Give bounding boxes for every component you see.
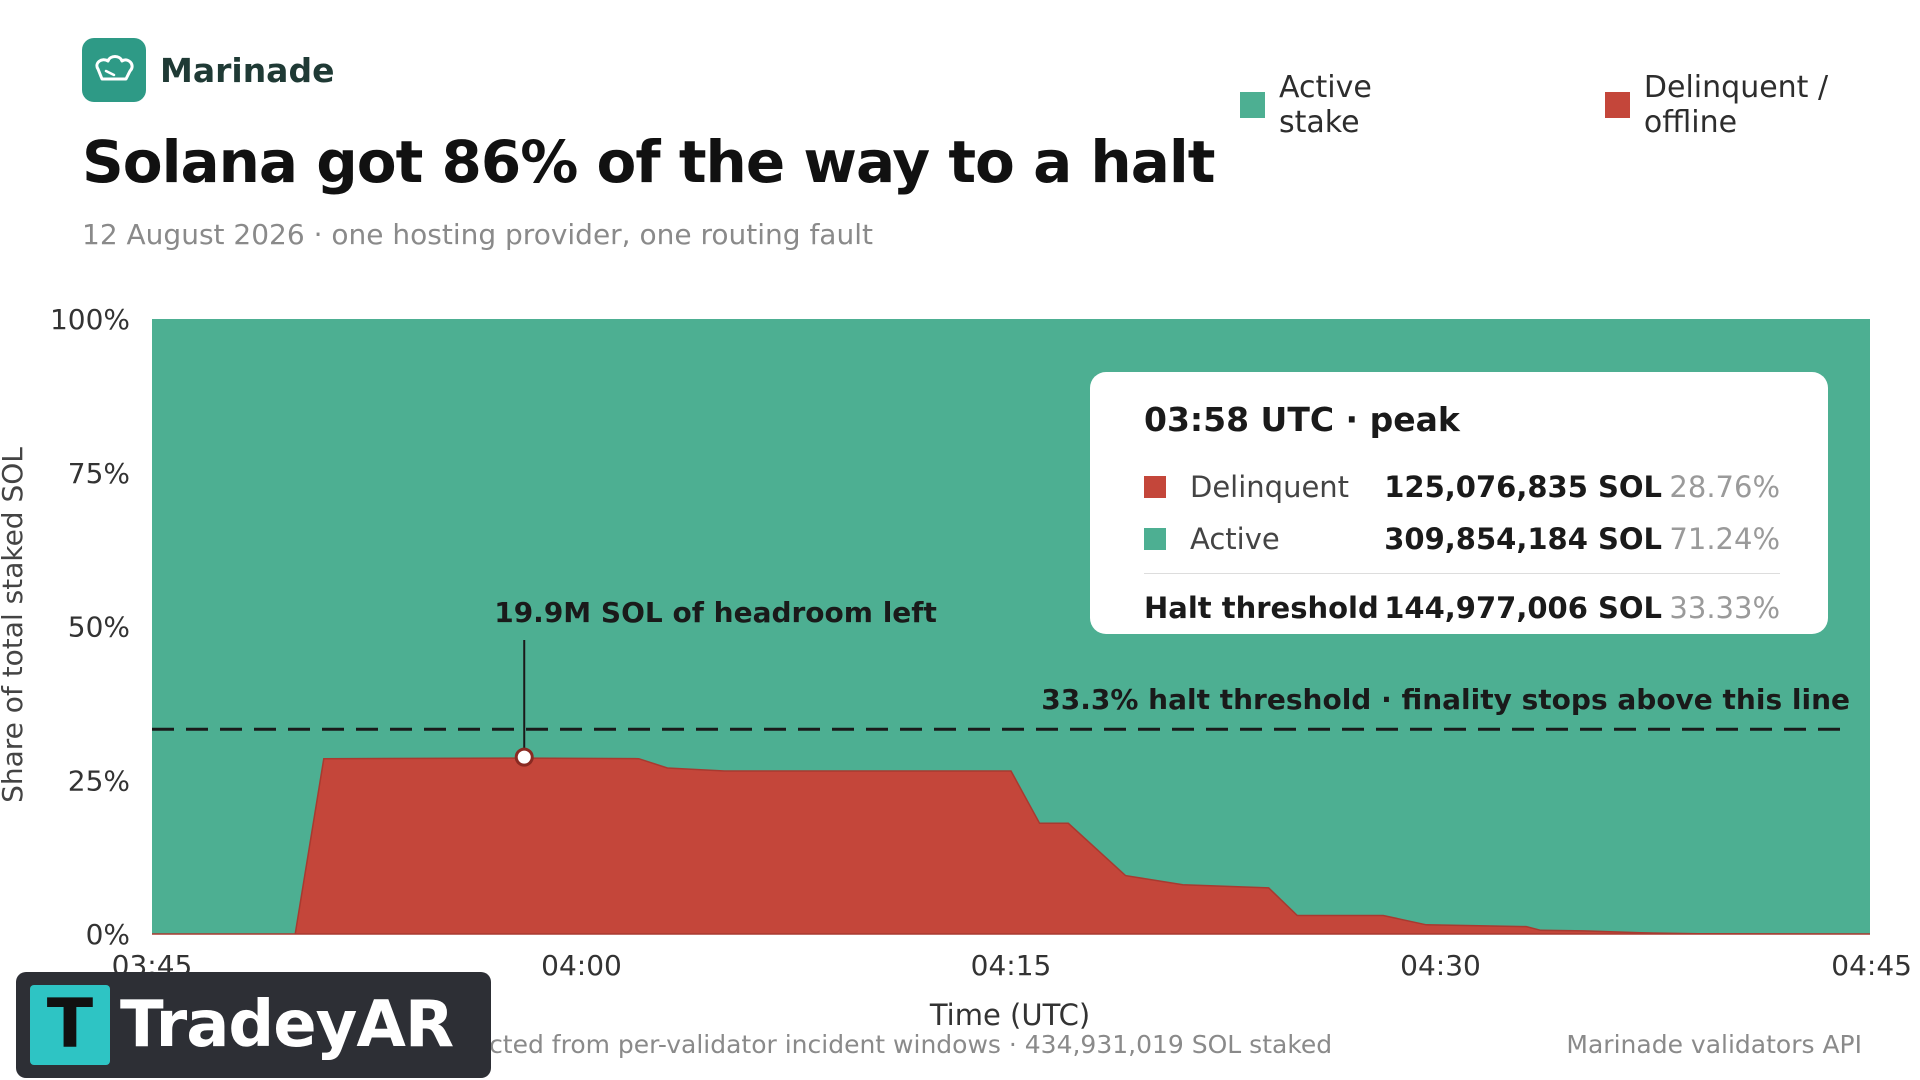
legend-label-active: Active stake <box>1279 70 1372 140</box>
tooltip-divider <box>1144 573 1780 574</box>
annotation-label: 19.9M SOL of headroom left <box>494 596 937 629</box>
tooltip-row-active: Active 309,854,184 SOL 71.24% <box>1144 513 1780 565</box>
brand-name: Marinade <box>160 50 335 90</box>
tooltip-pct: 71.24% <box>1669 522 1780 556</box>
y-tick-label: 50% <box>68 611 130 644</box>
tooltip-label: Halt threshold <box>1144 591 1379 625</box>
tooltip-pct: 33.33% <box>1669 591 1780 625</box>
legend: Active stake Delinquent / offline <box>1240 70 1920 140</box>
y-tick-label: 100% <box>50 303 130 336</box>
legend-item-delinquent: Delinquent / offline <box>1604 70 1920 140</box>
x-axis-label: Time (UTC) <box>929 998 1090 1032</box>
x-tick-label: 04:15 <box>971 949 1052 982</box>
tooltip-value: 309,854,184 SOL <box>1384 522 1662 556</box>
chef-hat-logo-icon <box>82 38 146 102</box>
legend-label-delinquent: Delinquent / offline <box>1643 70 1829 140</box>
delinquent-area <box>152 757 1871 935</box>
threshold-label: 33.3% halt threshold · finality stops ab… <box>1041 683 1850 716</box>
tooltip-row-threshold: Halt threshold 144,977,006 SOL 33.33% <box>1144 582 1780 634</box>
legend-item-active: Active stake <box>1240 70 1455 140</box>
y-tick-label: 75% <box>68 457 130 490</box>
tooltip-pct: 28.76% <box>1669 470 1780 504</box>
watermark: T TradeyAR <box>16 972 491 1078</box>
y-axis-label: Share of total staked SOL <box>0 447 29 803</box>
tooltip-header: 03:58 UTC · peak <box>1144 400 1460 439</box>
tooltip-value: 125,076,835 SOL <box>1384 470 1662 504</box>
footer-source: Marinade validators API <box>1566 1030 1862 1059</box>
x-tick-label: 04:00 <box>541 949 622 982</box>
tooltip-label: Active <box>1190 522 1280 556</box>
tooltip-swatch-active <box>1144 528 1166 550</box>
chart-subtitle: 12 August 2026 · one hosting provider, o… <box>82 218 873 251</box>
legend-swatch-active <box>1240 92 1265 118</box>
tooltip-value: 144,977,006 SOL <box>1384 591 1662 625</box>
watermark-logo-letter: T <box>46 985 94 1064</box>
tooltip-swatch-delinquent <box>1144 476 1166 498</box>
watermark-text: TradeyAR <box>120 988 454 1062</box>
y-tick-label: 25% <box>68 764 130 797</box>
watermark-logo-icon: T <box>30 985 110 1065</box>
y-tick-label: 0% <box>86 918 130 951</box>
legend-swatch-delinquent <box>1604 92 1630 118</box>
x-tick-label: 04:45 <box>1831 949 1912 982</box>
chart-title: Solana got 86% of the way to a halt <box>82 128 1215 196</box>
peak-tooltip: 03:58 UTC · peak Delinquent 125,076,835 … <box>1090 372 1828 634</box>
peak-marker <box>514 747 534 767</box>
x-tick-label: 04:30 <box>1400 949 1481 982</box>
brand: Marinade <box>82 38 334 102</box>
tooltip-label: Delinquent <box>1190 470 1350 504</box>
tooltip-row-delinquent: Delinquent 125,076,835 SOL 28.76% <box>1144 461 1780 513</box>
